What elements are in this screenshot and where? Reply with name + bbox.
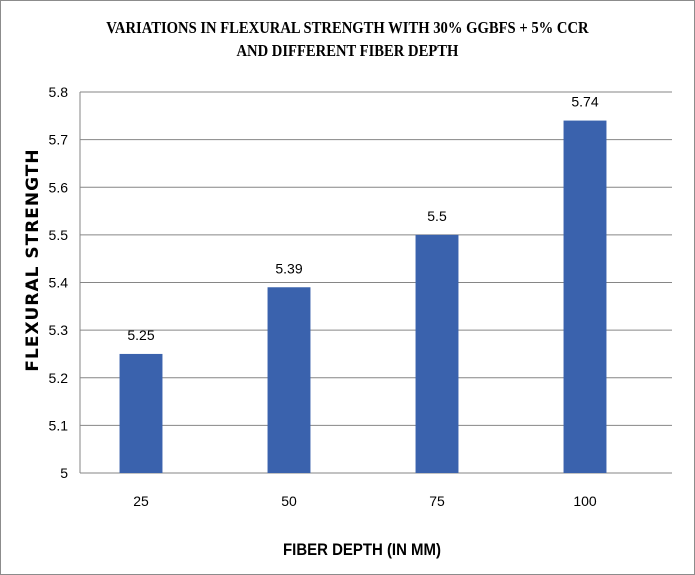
x-tick-label: 100 <box>573 493 597 509</box>
y-tick-label: 5.8 <box>49 84 69 100</box>
chart-title: VARIATIONS IN FLEXURAL STRENGTH WITH 30%… <box>49 16 647 62</box>
x-tick-label: 50 <box>281 493 297 509</box>
data-label: 5.39 <box>275 260 302 276</box>
y-tick-label: 5.6 <box>49 179 69 195</box>
data-label: 5.5 <box>427 208 447 224</box>
chart-title-line-1: VARIATIONS IN FLEXURAL STRENGTH WITH 30%… <box>106 18 589 37</box>
x-tick-label: 25 <box>133 493 149 509</box>
chart-title-line-2: AND DIFFERENT FIBER DEPTH <box>236 41 459 60</box>
y-axis-title-text: FLEXURAL STRENGTH <box>23 148 43 372</box>
y-tick-label: 5.1 <box>49 417 69 433</box>
data-label: 5.74 <box>571 94 598 110</box>
data-label: 5.25 <box>127 327 154 343</box>
y-tick-labels: 5 5.1 5.2 5.3 5.4 5.5 5.6 5.7 5.8 <box>49 84 69 481</box>
y-tick-label: 5.5 <box>49 227 69 243</box>
bar-50 <box>267 287 311 473</box>
x-tick-label: 75 <box>429 493 445 509</box>
bar-100 <box>563 120 607 473</box>
bars <box>119 120 607 473</box>
y-tick-label: 5.2 <box>49 370 69 386</box>
x-axis-title: FIBER DEPTH (IN MM) <box>283 540 441 559</box>
y-tick-label: 5 <box>60 465 68 481</box>
bar-75 <box>415 234 459 473</box>
y-tick-label: 5.4 <box>49 275 69 291</box>
bar-25 <box>119 353 163 473</box>
data-labels: 5.25 5.39 5.5 5.74 <box>127 94 598 343</box>
x-tick-labels: 25 50 75 100 <box>133 493 597 509</box>
y-tick-label: 5.7 <box>49 132 69 148</box>
y-tick-label: 5.3 <box>49 322 69 338</box>
